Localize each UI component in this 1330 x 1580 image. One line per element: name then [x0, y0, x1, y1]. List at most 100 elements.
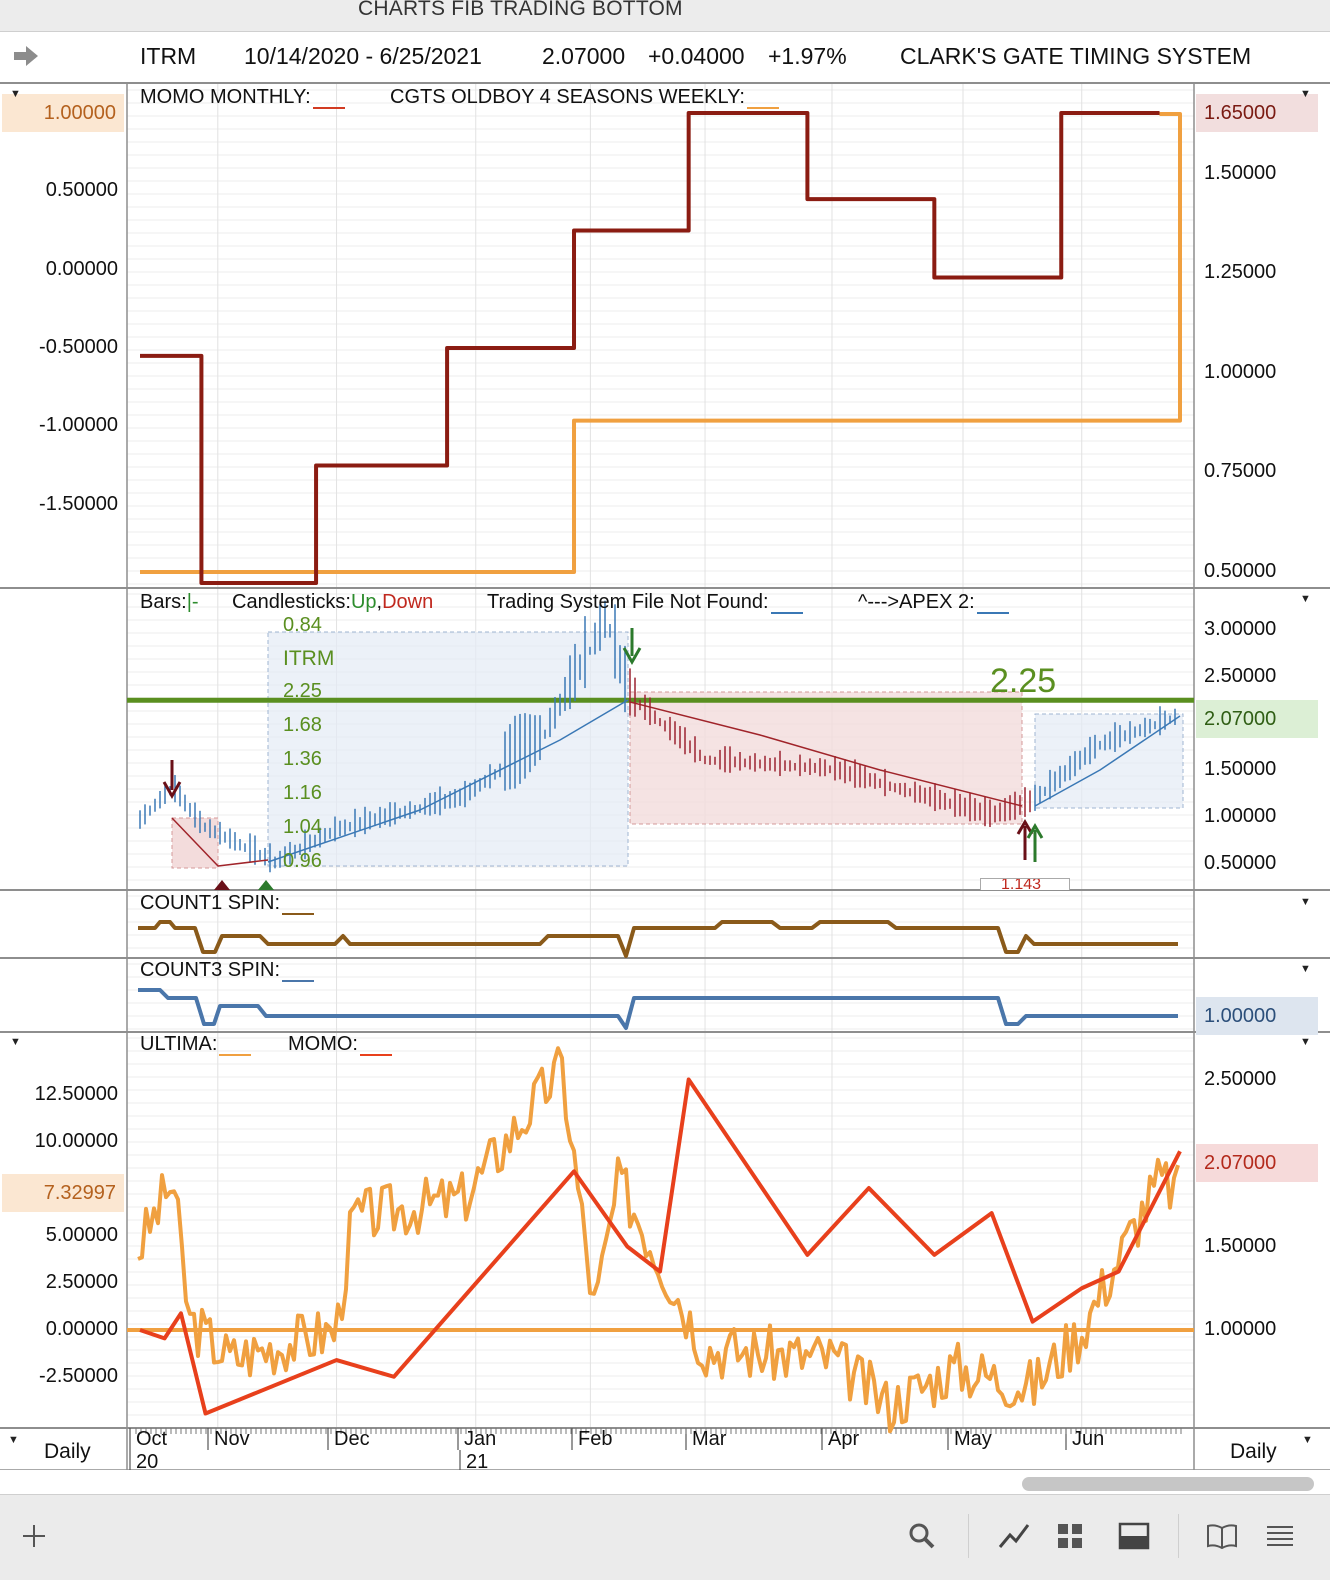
- chart-canvas[interactable]: [0, 0, 1330, 1470]
- system-name: CLARK'S GATE TIMING SYSTEM: [900, 43, 1252, 69]
- count3-line: [138, 988, 1178, 1030]
- momo-axis-highlight: 2.07000: [1196, 1144, 1318, 1182]
- search-icon[interactable]: [904, 1518, 940, 1554]
- fib-big-label: 2.25: [990, 662, 1057, 700]
- legend-momo: MOMO:: [288, 1033, 392, 1056]
- trend-down-line: [629, 701, 1023, 807]
- month-label: May: [954, 1428, 992, 1450]
- fib-level-label: 1.16: [283, 782, 322, 804]
- panel-menu-icon[interactable]: ▼: [1300, 896, 1311, 908]
- left-tick-label: 0.50000: [45, 179, 118, 202]
- legend-count1: COUNT1 SPIN:: [140, 892, 315, 915]
- plus-icon[interactable]: [16, 1518, 52, 1554]
- month-label: Jan: [464, 1428, 497, 1450]
- price-change: +0.04000: [648, 43, 745, 69]
- period-menu-icon[interactable]: ▼: [1302, 1434, 1313, 1446]
- period-menu-icon[interactable]: ▼: [8, 1434, 19, 1446]
- ultima-tick-label: 0.00000: [45, 1318, 118, 1340]
- list-icon[interactable]: [1262, 1518, 1298, 1554]
- ultima-tick-label: 10.00000: [34, 1130, 118, 1152]
- price-change-pct: +1.97%: [768, 43, 847, 69]
- ultima-axis-highlight: 7.32997: [2, 1174, 124, 1212]
- right-tick-label: 1.00000: [1204, 360, 1277, 383]
- ultima-tick-label: 2.50000: [45, 1271, 118, 1293]
- oldboy-line: [140, 112, 1182, 574]
- right-tick-label: 0.50000: [1204, 560, 1277, 582]
- legend-oldboy: CGTS OLDBOY 4 SEASONS WEEKLY:: [390, 86, 779, 109]
- sell-arrow-icon: [162, 760, 182, 800]
- grid-icon[interactable]: [1052, 1518, 1088, 1554]
- panel-frames: [0, 84, 1330, 1470]
- left-tick-label: -0.50000: [39, 336, 118, 358]
- trend-up-line: [267, 699, 629, 863]
- month-label: Mar: [692, 1428, 727, 1450]
- chart-marks: [127, 111, 1194, 1434]
- fib-level-label: 2.25: [283, 680, 322, 702]
- left-tick-label: 0.00000: [45, 257, 118, 280]
- ultima-tick-label: 12.50000: [34, 1083, 118, 1105]
- trend-down-line: [171, 817, 269, 867]
- line-chart-icon[interactable]: [996, 1518, 1032, 1554]
- month-label: Apr: [828, 1428, 860, 1450]
- price-tick-label: 1.00000: [1204, 805, 1277, 828]
- month-label: Oct: [136, 1428, 168, 1450]
- panel-menu-icon[interactable]: ▼: [1300, 88, 1311, 100]
- momo-tick-label: 1.50000: [1204, 1234, 1277, 1257]
- legend-trading-system: Trading System File Not Found:: [487, 591, 803, 614]
- legend-bars: Bars:|-: [140, 591, 199, 613]
- window-title: CHARTS FIB TRADING BOTTOM: [358, 0, 683, 20]
- fib-level-label: 0.84: [283, 614, 322, 636]
- month-label: Feb: [578, 1428, 613, 1450]
- panel-menu-icon[interactable]: ▼: [10, 88, 21, 100]
- buy-arrow-icon: [1026, 823, 1044, 862]
- panel-menu-icon[interactable]: ▼: [1300, 963, 1311, 975]
- legend-apex: ^--->APEX 2:: [858, 591, 1009, 614]
- month-label: Dec: [334, 1428, 370, 1450]
- ultima-line: [137, 1046, 1180, 1434]
- cutoff-price-tag: 1.143: [980, 878, 1070, 890]
- ultima-tick-label: 5.00000: [45, 1224, 118, 1246]
- horizontal-scrollbar[interactable]: [1022, 1477, 1314, 1491]
- book-icon[interactable]: [1204, 1518, 1240, 1554]
- fib-level-label: 1.68: [283, 714, 322, 736]
- period-left[interactable]: Daily: [44, 1440, 91, 1463]
- left-axis-highlight: 1.00000: [2, 94, 124, 132]
- period-right[interactable]: Daily: [1230, 1440, 1277, 1463]
- legend-momo-monthly: MOMO MONTHLY:: [140, 86, 345, 109]
- price-tick-label: 3.00000: [1204, 618, 1277, 640]
- fib-level-label: 1.36: [283, 748, 322, 770]
- left-tick-label: -1.50000: [39, 492, 118, 515]
- left-tick-label: -1.00000: [39, 414, 118, 437]
- fib-title: ITRM: [283, 647, 335, 670]
- ultima-tick-label: -2.50000: [39, 1365, 118, 1387]
- marker-icon: [214, 880, 230, 890]
- year-label: 20: [136, 1451, 159, 1473]
- fib-level-label: 1.04: [283, 816, 322, 838]
- price-tick-label: 0.50000: [1204, 852, 1277, 874]
- month-label: Nov: [214, 1428, 250, 1450]
- panel-menu-icon[interactable]: ▼: [10, 1036, 21, 1048]
- count1-line: [138, 920, 1178, 958]
- price-tick-label: 1.50000: [1204, 758, 1277, 781]
- symbol[interactable]: ITRM: [140, 43, 197, 69]
- panel-menu-icon[interactable]: ▼: [1300, 1036, 1311, 1048]
- month-label: Jun: [1072, 1428, 1105, 1450]
- buy-arrow-icon: [1016, 819, 1034, 860]
- legend-ultima: ULTIMA:: [140, 1033, 252, 1056]
- bottom-toolbar: [0, 1494, 1330, 1580]
- momo-tick-label: 2.50000: [1204, 1067, 1277, 1090]
- momo-monthly-line: [140, 111, 1160, 585]
- price-tick-label: 2.50000: [1204, 664, 1277, 687]
- legend-candlesticks: Candlesticks:Up,Down: [232, 591, 434, 613]
- sell-arrow-icon: [622, 628, 642, 666]
- fib-box-up: [267, 631, 629, 867]
- panel-menu-icon[interactable]: ▼: [1300, 593, 1311, 605]
- fib-box-down: [629, 691, 1023, 825]
- forward-arrow-icon[interactable]: [12, 44, 40, 68]
- count3-axis-highlight: 1.00000: [1196, 997, 1318, 1035]
- right-tick-label: 1.50000: [1204, 161, 1277, 184]
- right-tick-label: 1.25000: [1204, 261, 1277, 284]
- panel-icon[interactable]: [1116, 1518, 1152, 1554]
- year-label: 21: [466, 1451, 489, 1473]
- last-price: 2.07000: [542, 43, 626, 69]
